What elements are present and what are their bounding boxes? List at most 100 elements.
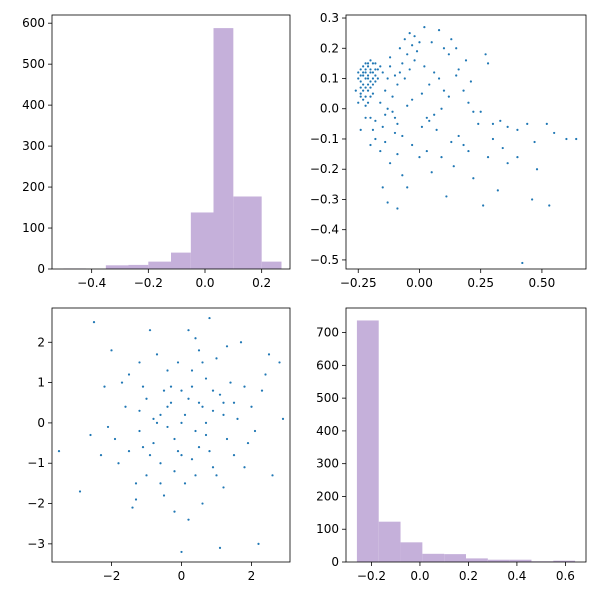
scatter-point-71: [106, 425, 110, 429]
scatter-point-9: [124, 405, 127, 408]
scatter-point-136: [396, 207, 399, 210]
y-tick-label: −0.3: [310, 192, 339, 206]
axes-frame: [345, 14, 587, 270]
x-tick-label: 2: [248, 569, 256, 583]
scatter-point-71: [396, 122, 399, 125]
scatter-point-12: [232, 454, 236, 457]
scatter-point-119: [472, 177, 475, 180]
scatter-point-102: [506, 125, 509, 128]
scatter-point-116: [486, 156, 490, 159]
x-tick-label: 0.2: [459, 569, 478, 583]
scatter-point-108: [565, 137, 568, 141]
y-tick-label: −1: [27, 456, 45, 470]
scatter-point-99: [479, 110, 482, 113]
histogram-bar-3: [400, 542, 423, 562]
y-tick-label: 2: [37, 335, 45, 349]
scatter-point-66: [197, 349, 201, 352]
y-tick-label: 400: [22, 98, 45, 112]
scatter-point-113: [521, 261, 524, 265]
scatter-point-77: [437, 77, 441, 80]
subplot-3: −2 0 2 −3 −2 −1 0 1 2: [27, 307, 291, 583]
scatter-point-117: [506, 162, 509, 165]
scatter-point-31: [364, 104, 367, 107]
scatter-point-46: [225, 437, 229, 441]
scatter-point-97: [486, 62, 490, 65]
scatter-point-18: [366, 77, 370, 80]
scatter-point-17: [376, 68, 379, 71]
scatter-point-28: [362, 74, 365, 77]
scatter-point-92: [413, 35, 416, 38]
scatter-point-29: [208, 316, 211, 320]
scatter-point-156: [369, 95, 372, 98]
x-tick-label: −2: [103, 569, 121, 583]
scatter-point-8: [364, 68, 367, 71]
y-tick-label: −3: [27, 537, 45, 551]
scatter-point-151: [501, 146, 504, 150]
scatter-point-137: [381, 186, 384, 189]
scatter-point-32: [257, 542, 260, 545]
scatter-point-3: [204, 433, 208, 437]
scatter-point-100: [491, 122, 495, 125]
scatter-point-47: [159, 462, 162, 465]
scatter-point-59: [418, 41, 421, 44]
scatter-point-159: [359, 95, 362, 98]
scatter-point-97: [180, 454, 183, 457]
histogram-bar-9: [233, 196, 262, 269]
scatter-point-84: [243, 466, 246, 469]
scatter-point-46: [391, 95, 394, 98]
scatter-point-73: [411, 98, 414, 101]
scatter-point-56: [201, 405, 204, 408]
scatter-point-45: [145, 397, 148, 400]
scatter-point-144: [401, 134, 404, 138]
scatter-point-122: [452, 165, 455, 168]
scatter-point-42: [211, 409, 215, 412]
scatter-point-81: [462, 89, 465, 92]
scatter-point-103: [516, 128, 519, 132]
scatter-point-10: [211, 466, 215, 469]
x-tick-label: 0.0: [410, 569, 429, 583]
scatter-point-64: [374, 119, 377, 122]
scatter-point-88: [437, 29, 441, 32]
scatter-point-22: [362, 98, 365, 101]
histogram-bar-3: [105, 265, 129, 269]
scatter-point-12: [369, 59, 372, 62]
scatter-point-107: [553, 131, 556, 135]
scatter-point-101: [499, 119, 502, 122]
scatter-point-93: [166, 369, 169, 372]
scatter-point-155: [362, 89, 365, 92]
scatter-point-11: [366, 89, 370, 92]
scatter-point-58: [208, 450, 211, 453]
y-tick-label: 100: [316, 522, 339, 536]
scatter-point-5: [141, 445, 145, 449]
scatter-point-60: [218, 393, 222, 396]
scatter-point-5: [362, 83, 365, 86]
scatter-point-66: [386, 107, 389, 110]
scatter-point-120: [462, 143, 465, 147]
scatter-point-34: [180, 550, 183, 554]
scatter-point-111: [548, 204, 551, 207]
scatter-point-96: [180, 389, 183, 392]
x-tick-label: 0.2: [252, 276, 271, 290]
scatter-point-48: [396, 83, 399, 86]
subplot-2: −0.25 0.00 0.25 0.50 −0.5 −0.4 −0.3 −0.2 −0.1 0.0…: [310, 11, 587, 290]
scatter-point-18: [166, 425, 169, 429]
histogram-bar-10: [261, 261, 282, 269]
scatter-point-79: [148, 454, 152, 457]
scatter-point-89: [99, 454, 103, 457]
scatter-point-33: [366, 62, 370, 65]
scatter-point-126: [430, 171, 433, 174]
histogram-bar-2: [378, 521, 401, 562]
scatter-point-62: [229, 381, 232, 384]
scatter-point-59: [152, 441, 155, 445]
y-tick-label: 300: [22, 139, 45, 153]
scatter-point-35: [92, 321, 96, 324]
scatter-point-75: [145, 474, 148, 477]
y-tick-label: 0: [37, 262, 45, 276]
scatter-point-88: [260, 389, 264, 392]
y-tick-label: −0.4: [310, 223, 339, 237]
x-tick-label: 0.6: [556, 569, 575, 583]
y-tick-label: 0.1: [320, 72, 339, 86]
y-tick-label: −2: [27, 497, 45, 511]
scatter-point-51: [180, 421, 183, 425]
y-tick-label: 0.2: [320, 41, 339, 55]
